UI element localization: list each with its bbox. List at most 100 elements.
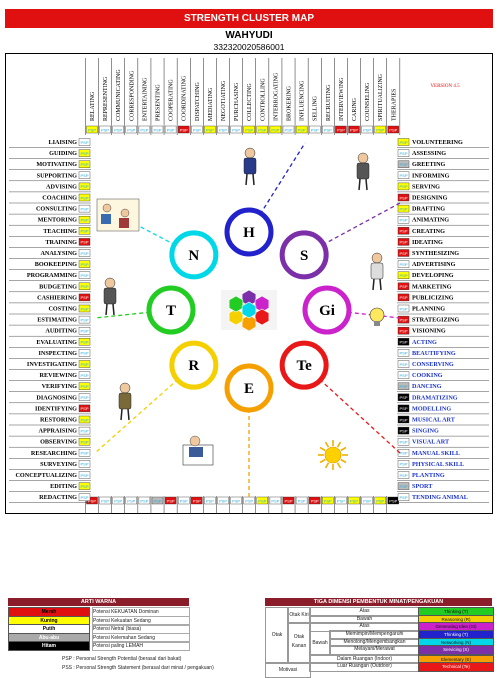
right-badge-text: PSP — [399, 340, 407, 345]
bottom-badge-text: PSP — [114, 498, 122, 503]
left-skill-row: IDENTIFYING PSP — [9, 404, 91, 415]
right-skill-row: PSP SPORT — [397, 482, 489, 492]
right-badge-text: PSP — [399, 140, 407, 145]
right-badge-text: PSP — [399, 151, 407, 156]
left-badge-text: PSP — [80, 417, 88, 422]
left-badge-text: PSP — [80, 240, 88, 245]
top-skill-label: REPRESENTING — [103, 76, 109, 121]
right-skill-row: PSP VOLUNTEERING — [397, 138, 489, 148]
left-skill-label: REDACTING — [39, 494, 77, 501]
right-skill-row: PSP ADVERTISING — [397, 260, 489, 270]
top-badge-text: PSP — [376, 127, 384, 132]
left-skill-row: VERIFYING PSP — [9, 382, 91, 392]
top-skill-badge — [191, 125, 203, 134]
left-skill-badge — [78, 438, 91, 446]
right-skill-row: PSP MUSICAL ART — [397, 415, 489, 426]
right-skill-label: SERVING — [412, 183, 440, 190]
left-skill-row: BOOKEEPING PSP — [9, 260, 91, 270]
left-skill-row: RESTORING PSP — [9, 415, 91, 426]
top-skill-label: DISPATCHING — [195, 82, 201, 121]
cluster-circle: S — [279, 230, 329, 280]
left-badge-text: PSP — [80, 306, 88, 311]
bottom-badge-text: PSP — [311, 498, 319, 503]
left-badge-text: PSP — [80, 140, 88, 145]
top-skill-label: BROKERING — [287, 85, 293, 121]
left-skill-badge — [78, 149, 91, 157]
left-skill-label: TRAINING — [45, 239, 77, 246]
bottom-skill-badge — [348, 496, 360, 505]
bottom-skill-badge — [374, 496, 386, 505]
right-skill-label: ANIMATING — [412, 217, 449, 224]
cluster-connector — [94, 309, 172, 319]
legend: ARTI WARNA Merah Potensi KEKUATAN Dominan… — [0, 596, 498, 678]
top-skill-badge — [99, 125, 111, 134]
top-skill-label: INTERROGATING — [273, 72, 279, 121]
cluster-circle: E — [224, 363, 274, 413]
top-skill-column: RECRUITING PSP — [321, 58, 334, 135]
bottom-skill-column: PSP — [373, 496, 386, 514]
right-skill-row: PSP PUBLICIZING — [397, 293, 489, 304]
left-skill-badge — [78, 215, 91, 224]
left-skill-row: CONCEPTUALIZING PSP — [9, 471, 91, 481]
top-skill-column: PURCHASING PSP — [229, 58, 242, 135]
right-skill-row: PSP SERVING — [397, 182, 489, 193]
left-skill-row: COACHING PSP — [9, 193, 91, 204]
bottom-skill-badge — [191, 496, 203, 505]
left-skill-label: EVALUATING — [36, 339, 77, 346]
right-skill-badge — [397, 338, 410, 346]
top-skill-column: CONTROLLING PSP — [255, 58, 269, 135]
right-skill-row: PSP IDEATING — [397, 238, 489, 248]
right-skill-badge — [397, 393, 410, 401]
top-skill-badge — [387, 125, 399, 134]
left-skill-badge — [78, 304, 91, 313]
right-skill-row: PSP MANUAL SKILL — [397, 449, 489, 459]
left-skill-label: MENTORING — [38, 217, 78, 224]
left-badge-text: PSP — [80, 351, 88, 356]
right-skill-badge — [397, 415, 410, 424]
left-skill-label: INVESTIGATING — [27, 361, 77, 368]
dimension-cell: Otak — [265, 607, 289, 664]
left-skill-row: MENTORING PSP — [9, 215, 91, 226]
right-badge-text: PSP — [399, 229, 407, 234]
left-badge-text: PSP — [80, 162, 88, 167]
left-skill-label: PROGRAMMING — [27, 272, 77, 279]
top-skill-label: INTERVIEWING — [339, 77, 345, 121]
left-skill-label: DIAGNOSING — [36, 394, 77, 401]
top-skill-label: RELATING — [90, 91, 96, 121]
top-badge-text: PSP — [140, 127, 148, 132]
top-skill-label: MEDIATING — [208, 87, 214, 121]
right-skill-row: PSP ASSESSING — [397, 149, 489, 159]
bottom-skill-column: PSP — [307, 496, 321, 514]
colour-legend-title: ARTI WARNA — [8, 598, 189, 606]
top-badge-text: PSP — [311, 127, 319, 132]
left-skill-badge — [78, 404, 91, 413]
top-skill-label: PRESENTING — [156, 84, 162, 121]
top-skill-column: BROKERING PSP — [281, 58, 295, 135]
right-badge-text: PSP — [399, 462, 407, 467]
left-badge-text: PSP — [80, 251, 88, 256]
left-skill-row: OBSERVING PSP — [9, 438, 91, 448]
right-skill-badge — [397, 482, 410, 490]
bottom-badge-text: PSP — [389, 498, 397, 503]
psp-note: PSP : Personal Strength Potential (beras… — [62, 656, 182, 662]
cluster-letter: Te — [297, 358, 313, 374]
right-skill-label: ADVERTISING — [412, 261, 456, 268]
right-badge-text: PSP — [399, 384, 407, 389]
top-badge-text: PSP — [127, 127, 135, 132]
page-title: STRENGTH CLUSTER MAP — [5, 9, 493, 28]
top-skill-column: ENTERTAINING PSP — [137, 58, 151, 135]
left-skill-row: INSPECTING PSP — [9, 349, 91, 359]
bottom-skill-badge — [269, 496, 282, 505]
left-skill-row: TRAINING PSP — [9, 238, 91, 248]
left-badge-text: PSP — [80, 373, 88, 378]
left-badge-text: PSP — [80, 484, 88, 489]
bottom-badge-text: PSP — [350, 498, 358, 503]
top-skill-column: INTERVIEWING PSP — [334, 58, 347, 135]
bottom-skill-column: PSP — [190, 496, 203, 514]
strength-cluster-map: RELATINGPSPREPRESENTINGPSPCOMMUNICATINGP… — [5, 53, 493, 514]
dimension-cell: Melayani/Merawat — [329, 645, 420, 655]
right-skill-badge — [397, 471, 410, 479]
right-skill-label: VISIONING — [412, 328, 446, 335]
left-badge-text: PSP — [80, 384, 88, 389]
left-skill-row: CASHIERING PSP — [9, 293, 91, 304]
